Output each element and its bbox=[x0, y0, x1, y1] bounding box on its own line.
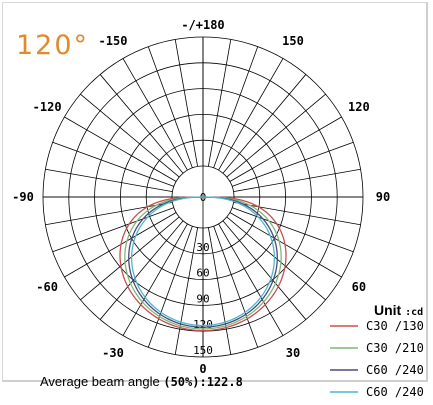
average-percent: (50%) bbox=[163, 375, 200, 389]
angle-label: -/+180 bbox=[181, 18, 224, 32]
angle-label: 0 bbox=[199, 362, 206, 376]
grid-spoke bbox=[222, 220, 307, 320]
grid-spoke bbox=[45, 168, 173, 193]
beam-angle-title: 120° bbox=[16, 30, 90, 61]
series-curve bbox=[124, 196, 282, 330]
grid-spoke bbox=[218, 223, 284, 336]
series-curve bbox=[119, 196, 287, 332]
angle-label: -30 bbox=[102, 346, 124, 360]
radial-tick-label: 90 bbox=[196, 292, 209, 305]
grid-spoke bbox=[174, 227, 199, 355]
grid-spoke bbox=[174, 39, 199, 167]
grid-spoke bbox=[64, 212, 177, 278]
angle-label: -90 bbox=[12, 190, 34, 204]
angle-label: 60 bbox=[352, 280, 366, 294]
grid-spoke bbox=[213, 46, 259, 169]
grid-spoke bbox=[147, 46, 193, 169]
grid-spoke bbox=[45, 201, 173, 226]
radial-tick-label: 60 bbox=[196, 267, 209, 280]
radial-tick-label: 30 bbox=[196, 241, 209, 254]
angle-label: 90 bbox=[376, 190, 390, 204]
average-beam-angle: Average beam angle (50%):122.8 bbox=[40, 374, 243, 390]
grid-spoke bbox=[147, 225, 193, 348]
grid-spoke bbox=[233, 168, 361, 193]
angle-label: -150 bbox=[99, 34, 128, 48]
chart-frame bbox=[2, 2, 428, 382]
grid-spoke bbox=[64, 116, 177, 182]
grid-spoke bbox=[99, 220, 184, 320]
average-value: :122.8 bbox=[199, 375, 243, 389]
grid-spoke bbox=[99, 74, 184, 174]
grid-spoke bbox=[207, 39, 232, 167]
grid-spoke bbox=[222, 74, 307, 174]
grid-spoke bbox=[80, 216, 180, 301]
angle-label: 30 bbox=[286, 346, 300, 360]
radial-tick-label: 150 bbox=[193, 344, 213, 357]
radial-tick-label: 120 bbox=[193, 318, 213, 331]
legend-label: C30 /210 bbox=[366, 341, 424, 355]
grid-spoke bbox=[231, 207, 354, 253]
grid-spoke bbox=[231, 141, 354, 187]
grid-spoke bbox=[213, 225, 259, 348]
grid-spoke bbox=[122, 223, 188, 336]
grid-spoke bbox=[207, 227, 232, 355]
angle-label: 150 bbox=[282, 34, 304, 48]
unit-text: Unit bbox=[374, 302, 402, 318]
angle-label: -120 bbox=[33, 100, 62, 114]
grid-spoke bbox=[226, 93, 326, 178]
grid-spoke bbox=[229, 116, 342, 182]
legend-label: C60 /240 bbox=[366, 385, 424, 399]
grid-spoke bbox=[52, 141, 175, 187]
unit-label: Unit :cd bbox=[374, 302, 423, 318]
series-curve bbox=[128, 196, 278, 328]
angle-label: 120 bbox=[348, 100, 370, 114]
grid-spoke bbox=[233, 201, 361, 226]
grid-spoke bbox=[218, 58, 284, 171]
angle-label: -60 bbox=[36, 280, 58, 294]
series-curve bbox=[130, 196, 276, 327]
grid-spoke bbox=[80, 93, 180, 178]
legend-label: C60 /240 bbox=[366, 363, 424, 377]
grid-spoke bbox=[226, 216, 326, 301]
grid-spoke bbox=[52, 207, 175, 253]
unit-value: :cd bbox=[405, 307, 424, 318]
grid-spoke bbox=[122, 58, 188, 171]
grid-spoke bbox=[229, 212, 342, 278]
average-label: Average beam angle bbox=[40, 374, 164, 389]
legend-label: C30 /130 bbox=[366, 319, 424, 333]
